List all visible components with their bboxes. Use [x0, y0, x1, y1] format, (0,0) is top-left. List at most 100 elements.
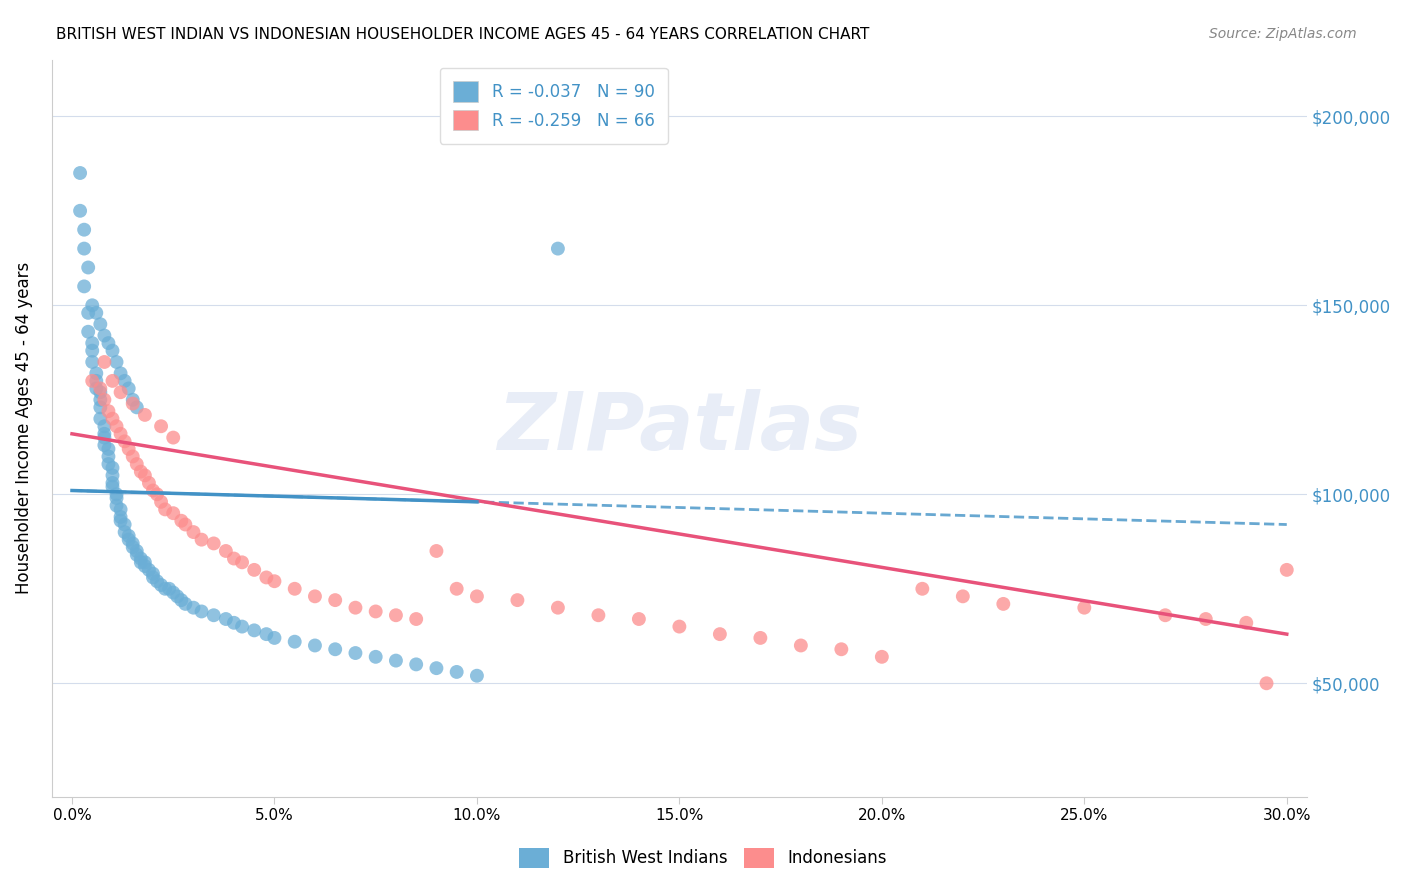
Point: [105, 491, 128, 505]
Point: [150, 419, 173, 434]
Point: [215, 544, 238, 558]
Point: [93, 419, 115, 434]
Point: [129, 555, 152, 569]
Point: [405, 612, 427, 626]
Point: [385, 654, 408, 668]
Point: [129, 465, 152, 479]
Point: [82, 374, 104, 388]
Point: [125, 401, 148, 415]
Point: [142, 570, 165, 584]
Point: [749, 631, 772, 645]
Point: [364, 604, 387, 618]
Point: [254, 570, 277, 584]
Point: [134, 468, 156, 483]
Point: [1256, 676, 1278, 690]
Point: [73, 242, 96, 256]
Point: [89, 385, 111, 400]
Point: [121, 396, 143, 410]
Point: [465, 669, 488, 683]
Point: [105, 499, 128, 513]
Point: [153, 582, 176, 596]
Point: [121, 392, 143, 407]
Point: [588, 608, 610, 623]
Point: [118, 529, 141, 543]
Point: [284, 582, 307, 596]
Point: [125, 457, 148, 471]
Point: [627, 612, 650, 626]
Point: [446, 665, 468, 679]
Point: [84, 306, 107, 320]
Point: [82, 298, 104, 312]
Point: [69, 166, 91, 180]
Point: [89, 381, 111, 395]
Point: [166, 590, 188, 604]
Point: [1154, 608, 1177, 623]
Point: [243, 624, 266, 638]
Point: [870, 649, 893, 664]
Point: [97, 404, 120, 418]
Point: [77, 260, 100, 275]
Point: [202, 536, 225, 550]
Point: [138, 563, 160, 577]
Text: Source: ZipAtlas.com: Source: ZipAtlas.com: [1209, 27, 1357, 41]
Point: [110, 385, 132, 400]
Point: [69, 203, 91, 218]
Point: [1275, 563, 1298, 577]
Point: [304, 590, 326, 604]
Text: ZIPatlas: ZIPatlas: [496, 389, 862, 467]
Point: [183, 525, 205, 540]
Point: [114, 517, 136, 532]
Point: [134, 408, 156, 422]
Point: [1195, 612, 1218, 626]
Point: [93, 426, 115, 441]
Point: [89, 411, 111, 425]
Point: [125, 544, 148, 558]
Y-axis label: Householder Income Ages 45 - 64 years: Householder Income Ages 45 - 64 years: [15, 262, 32, 594]
Point: [101, 475, 124, 490]
Point: [105, 355, 128, 369]
Point: [162, 506, 184, 520]
Point: [709, 627, 731, 641]
Point: [146, 574, 169, 589]
Point: [110, 426, 132, 441]
Point: [547, 600, 569, 615]
Point: [952, 590, 974, 604]
Point: [93, 431, 115, 445]
Point: [231, 555, 253, 569]
Point: [323, 593, 346, 607]
Point: [993, 597, 1015, 611]
Point: [118, 442, 141, 456]
Point: [121, 536, 143, 550]
Point: [101, 343, 124, 358]
Point: [82, 343, 104, 358]
Point: [174, 517, 197, 532]
Text: BRITISH WEST INDIAN VS INDONESIAN HOUSEHOLDER INCOME AGES 45 - 64 YEARS CORRELAT: BRITISH WEST INDIAN VS INDONESIAN HOUSEH…: [56, 27, 870, 42]
Point: [162, 585, 184, 599]
Point: [121, 540, 143, 554]
Point: [344, 600, 367, 615]
Point: [110, 367, 132, 381]
Point: [77, 306, 100, 320]
Point: [222, 551, 245, 566]
Point: [82, 336, 104, 351]
Point: [110, 514, 132, 528]
Point: [506, 593, 529, 607]
Point: [97, 442, 120, 456]
Point: [150, 578, 173, 592]
Point: [170, 593, 193, 607]
Point: [1234, 615, 1257, 630]
Point: [830, 642, 852, 657]
Point: [364, 649, 387, 664]
Point: [446, 582, 468, 596]
Point: [97, 450, 120, 464]
Point: [89, 317, 111, 331]
Point: [101, 411, 124, 425]
Point: [215, 612, 238, 626]
Point: [344, 646, 367, 660]
Point: [114, 374, 136, 388]
Point: [174, 597, 197, 611]
Point: [405, 657, 427, 672]
Point: [93, 355, 115, 369]
Point: [385, 608, 408, 623]
Point: [105, 419, 128, 434]
